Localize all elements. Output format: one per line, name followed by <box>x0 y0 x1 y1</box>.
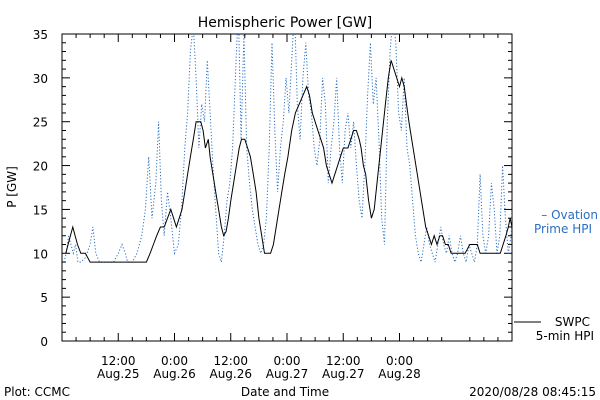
x-tick-time-label: 0:00 <box>386 354 413 368</box>
x-tick-time-label: 12:00 <box>326 354 361 368</box>
series-layer <box>63 34 512 264</box>
y-tick-label: 0 <box>40 335 48 349</box>
y-tick-label: 10 <box>33 247 48 261</box>
x-tick-time-label: 12:00 <box>101 354 136 368</box>
plot-area <box>61 33 513 342</box>
plot-frame <box>61 33 513 342</box>
legend-swpc-label: SWPC <box>555 315 590 329</box>
y-tick-label: 35 <box>33 28 48 42</box>
x-axis-label: Date and Time <box>241 385 329 399</box>
chart-title: Hemispheric Power [GW] <box>198 15 373 31</box>
x-tick-date-label: Aug.26 <box>209 367 252 381</box>
x-tick-date-label: Aug.25 <box>97 367 140 381</box>
x-tick-time-label: 0:00 <box>161 354 188 368</box>
x-tick-time-label: 0:00 <box>274 354 301 368</box>
y-tick-label: 20 <box>33 160 48 174</box>
x-tick-date-label: Aug.27 <box>266 367 309 381</box>
y-axis-label: P [GW] <box>5 166 19 208</box>
y-tick-label: 25 <box>33 116 48 130</box>
y-tick-label: 15 <box>33 203 48 217</box>
plot-credit: Plot: CCMC <box>4 385 70 399</box>
series-line-swpc <box>65 60 512 263</box>
plot-timestamp: 2020/08/28 08:45:15 <box>469 385 596 399</box>
y-axis-ticks: 0 5 10 15 20 25 30 35 <box>33 28 512 349</box>
x-tick-date-label: Aug.27 <box>322 367 365 381</box>
y-tick-label: 30 <box>33 72 48 86</box>
series-line-ovation-prime <box>63 34 512 264</box>
x-tick-date-label: Aug.28 <box>378 367 421 381</box>
legend-ovation-sublabel: Prime HPI <box>534 222 592 236</box>
legend-ovation-label: – Ovation <box>541 208 598 222</box>
legend-swpc-sublabel: 5-min HPI <box>536 329 594 343</box>
x-tick-date-label: Aug.26 <box>153 367 196 381</box>
x-axis-ticks: 12:00Aug.250:00Aug.2612:00Aug.260:00Aug.… <box>75 34 499 381</box>
y-tick-label: 5 <box>40 291 48 305</box>
x-tick-time-label: 12:00 <box>213 354 248 368</box>
